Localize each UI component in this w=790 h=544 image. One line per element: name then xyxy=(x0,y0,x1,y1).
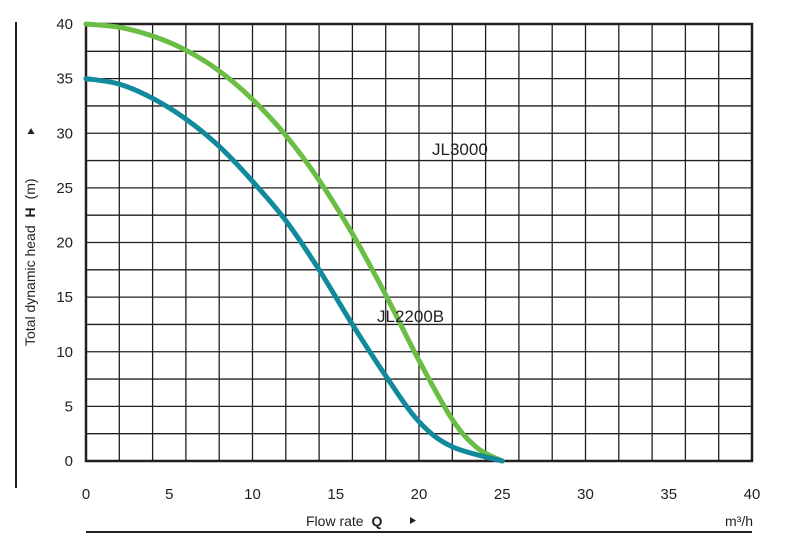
y-axis-unit: (m) xyxy=(22,178,38,199)
y-axis-label: Total dynamic head xyxy=(22,225,38,346)
x-tick-label: 0 xyxy=(82,486,90,503)
series-line-jl3000 xyxy=(83,21,505,464)
y-tick-label: 25 xyxy=(56,180,73,197)
y-tick-label: 20 xyxy=(56,235,73,252)
x-axis-arrow-icon xyxy=(410,517,416,524)
x-tick-label: 35 xyxy=(660,486,677,503)
y-tick-label: 15 xyxy=(56,289,73,306)
x-tick-label: 30 xyxy=(577,486,594,503)
y-tick-label: 0 xyxy=(65,453,73,470)
y-tick-label: 40 xyxy=(56,16,73,33)
x-tick-label: 20 xyxy=(411,486,428,503)
y-axis-title: Total dynamic head H (m) xyxy=(22,178,38,346)
grid xyxy=(86,24,752,461)
x-axis-symbol: Q xyxy=(371,513,382,529)
x-tick-label: 25 xyxy=(494,486,511,503)
y-tick-label: 5 xyxy=(65,398,73,415)
series-label-jl2200b: JL2200B xyxy=(377,307,444,326)
x-axis-label: Flow rate xyxy=(306,513,364,529)
series-line-jl2200b xyxy=(83,76,505,464)
series-label-jl3000: JL3000 xyxy=(432,140,488,159)
y-tick-label: 10 xyxy=(56,344,73,361)
y-tick-label: 35 xyxy=(56,71,73,88)
x-axis-unit: m³/h xyxy=(725,513,753,529)
curves xyxy=(83,21,505,464)
x-tick-labels: 0 5 10 15 20 25 30 35 40 xyxy=(82,486,761,503)
y-tick-labels: 0 5 10 15 20 25 30 35 40 xyxy=(56,16,73,470)
x-tick-label: 5 xyxy=(165,486,173,503)
y-axis-arrow-icon xyxy=(27,128,35,134)
x-axis-title: Flow rate Q xyxy=(306,513,382,529)
x-tick-label: 10 xyxy=(244,486,261,503)
y-axis-symbol: H xyxy=(22,207,38,217)
y-tick-label: 30 xyxy=(56,125,73,142)
x-tick-label: 40 xyxy=(744,486,761,503)
x-tick-label: 15 xyxy=(327,486,344,503)
plot-frame xyxy=(84,22,754,463)
